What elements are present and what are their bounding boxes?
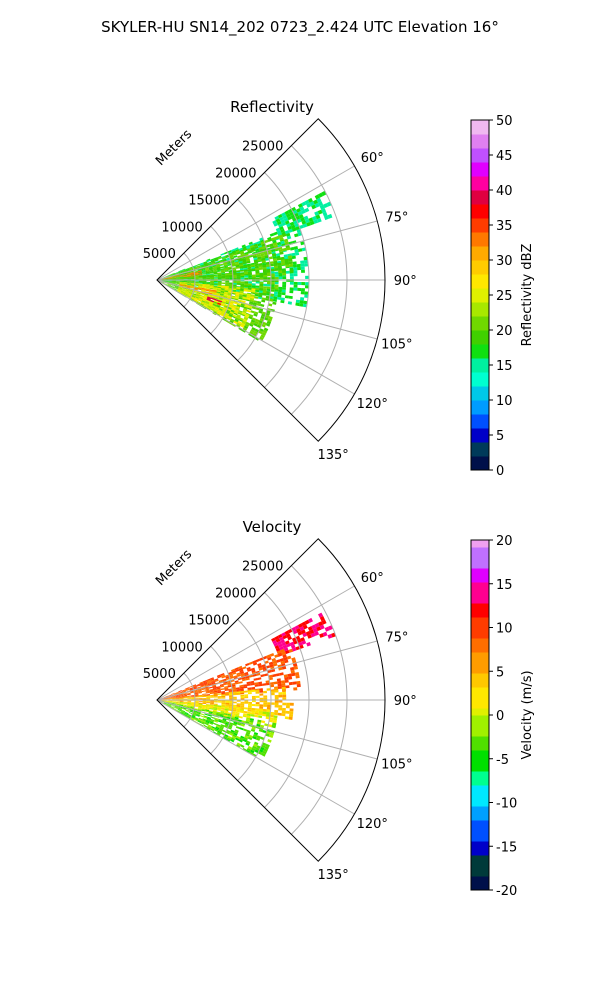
colorbar-tick-label: 0 — [496, 709, 504, 724]
angle-tick-label: 105° — [381, 338, 412, 353]
colorbar-tick-label: 25 — [496, 289, 513, 304]
colorbar-label: Reflectivity dBZ — [520, 244, 535, 347]
colorbar-tick-label: -15 — [496, 840, 517, 855]
radial-tick-label: 5000 — [143, 247, 176, 262]
polar-grid — [156, 565, 385, 835]
colorbar: -20 -15 -10 -5 0 5 10 15 20 Velocity (m/s) — [470, 534, 535, 899]
echo-field — [157, 612, 336, 758]
radial-axis-label: Meters — [153, 547, 195, 589]
angle-gridline — [156, 220, 378, 281]
angle-tick-label: 60° — [361, 571, 384, 586]
echo-region-0 — [272, 190, 333, 237]
colorbar-tick-label: 35 — [496, 219, 513, 234]
angle-tick-label: 135° — [317, 868, 348, 883]
panel-title: Reflectivity — [230, 98, 314, 116]
angle-tick-label: 60° — [361, 151, 384, 166]
radial-tick-label: 15000 — [188, 193, 229, 208]
figure-title: SKYLER-HU SN14_202 0723_2.424 UTC Elevat… — [101, 18, 499, 37]
radial-tick-label: 25000 — [242, 140, 283, 155]
angle-gridline — [156, 699, 355, 815]
colorbar-tick-label: 50 — [496, 114, 513, 129]
colorbar-tick-label: 30 — [496, 254, 513, 269]
sector-frame — [156, 538, 386, 862]
angle-tick-label: 90° — [394, 694, 417, 709]
angle-gridline — [156, 279, 378, 340]
colorbar-tick-label: 5 — [496, 429, 504, 444]
radial-tick-label: 15000 — [188, 613, 229, 628]
angle-tick-label: 135° — [317, 448, 348, 463]
angle-tick-label: 90° — [394, 274, 417, 289]
panel-title: Velocity — [243, 518, 302, 536]
echo-region-2 — [157, 233, 294, 280]
colorbar-tick-label: 10 — [496, 394, 513, 409]
echo-region-4 — [157, 700, 277, 758]
colorbar: 0 5 10 15 20 25 30 35 40 45 50 Reflectivity dBZ — [470, 114, 535, 479]
reflectivity-panel: Reflectivity 5000 10000 15000 20000 25000 Mete… — [143, 98, 535, 479]
angle-gridline — [156, 279, 355, 395]
angle-gridline — [156, 165, 355, 281]
angle-gridline — [156, 640, 378, 701]
sector-frame — [156, 118, 386, 442]
polar-grid — [156, 145, 385, 415]
angle-tick-label: 120° — [357, 817, 388, 832]
colorbar-tick-label: 15 — [496, 359, 513, 374]
colorbar-tick-label: 20 — [496, 324, 513, 339]
velocity-panel: Velocity 5000 10000 15000 20000 25000 Meters 60… — [143, 518, 535, 899]
colorbar-tick-label: 10 — [496, 622, 513, 637]
radial-tick-label: 20000 — [215, 587, 256, 602]
colorbar-tick-label: 40 — [496, 184, 513, 199]
colorbar-label: Velocity (m/s) — [520, 670, 535, 759]
angle-tick-label: 120° — [357, 397, 388, 412]
colorbar-tick-label: 20 — [496, 534, 513, 549]
angle-tick-label: 75° — [385, 630, 408, 645]
colorbar-tick-label: 15 — [496, 578, 513, 593]
colorbar-tick-label: 0 — [496, 464, 504, 479]
radial-tick-label: 10000 — [161, 220, 202, 235]
angle-gridline — [156, 699, 378, 760]
colorbar-tick-label: -5 — [496, 753, 509, 768]
radial-axis-label: Meters — [153, 127, 195, 169]
radial-tick-label: 10000 — [161, 640, 202, 655]
colorbar-tick-label: 45 — [496, 149, 513, 164]
angle-tick-label: 105° — [381, 758, 412, 773]
radial-tick-label: 20000 — [215, 167, 256, 182]
angle-gridline — [156, 585, 355, 701]
colorbar-tick-label: 5 — [496, 665, 504, 680]
echo-field — [157, 190, 333, 341]
echo-region-7 — [206, 296, 223, 306]
radial-tick-label: 5000 — [143, 667, 176, 682]
angle-tick-label: 75° — [385, 210, 408, 225]
colorbar-tick-label: -20 — [496, 884, 517, 899]
radial-tick-label: 25000 — [242, 560, 283, 575]
colorbar-tick-label: -10 — [496, 797, 517, 812]
